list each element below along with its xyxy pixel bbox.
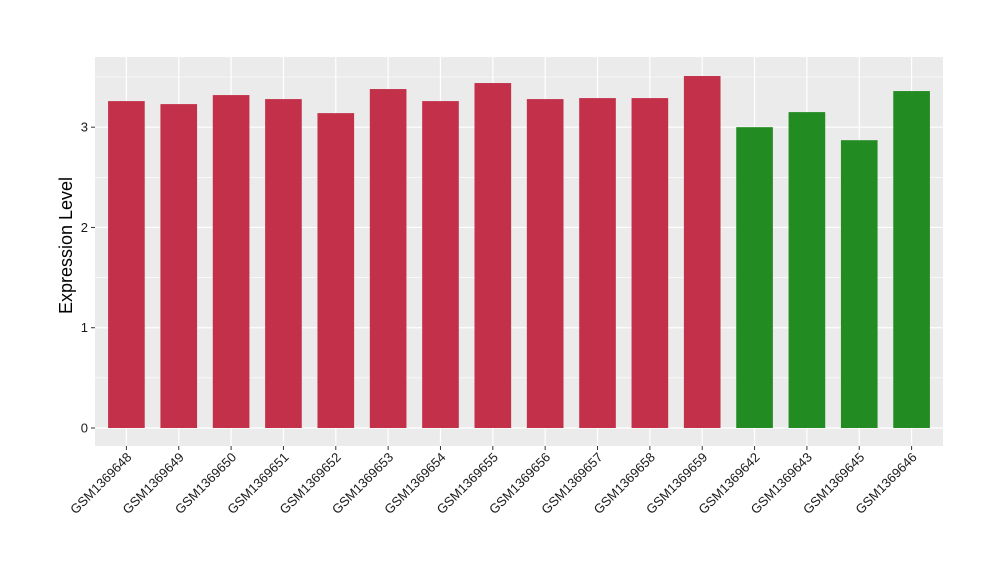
- y-axis-title: Expression Level: [56, 177, 76, 314]
- bar-GSM1369653: [369, 89, 407, 429]
- bar-GSM1369650: [212, 95, 250, 429]
- y-tick-label: 1: [81, 320, 88, 335]
- bar-GSM1369642: [736, 127, 773, 429]
- y-tick-label: 2: [81, 220, 88, 235]
- bars: [108, 76, 930, 429]
- bar-GSM1369651: [265, 99, 302, 428]
- bar-GSM1369646: [893, 91, 930, 429]
- y-tick-label: 3: [81, 120, 88, 135]
- x-axis: GSM1369648GSM1369649GSM1369650GSM1369651…: [67, 446, 920, 517]
- bar-GSM1369652: [317, 113, 355, 428]
- y-axis: 0 1 2 3: [81, 120, 95, 436]
- bar-GSM1369658: [631, 98, 669, 428]
- bar-GSM1369654: [422, 101, 459, 428]
- bar-GSM1369659: [683, 76, 721, 429]
- bar-GSM1369657: [579, 98, 616, 428]
- bar-GSM1369655: [474, 83, 512, 429]
- bar-GSM1369643: [788, 112, 826, 428]
- bar-GSM1369645: [840, 140, 878, 429]
- bar-GSM1369656: [526, 99, 564, 428]
- bar-GSM1369648: [108, 101, 145, 428]
- y-tick-label: 0: [81, 421, 88, 436]
- bar-GSM1369649: [160, 104, 198, 428]
